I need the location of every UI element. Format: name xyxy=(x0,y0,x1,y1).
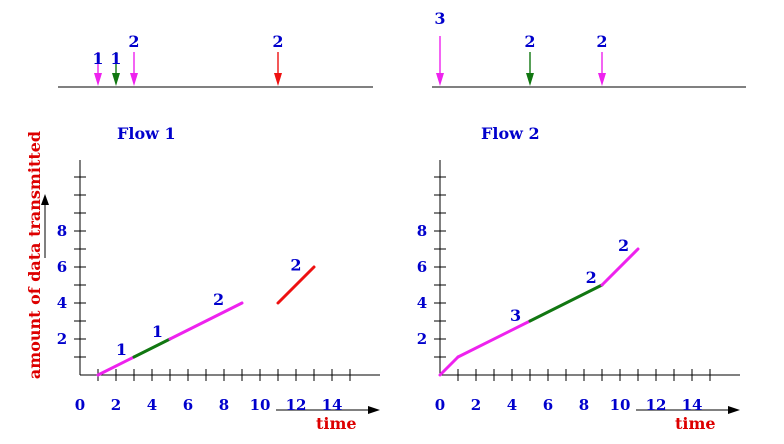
arrival-label-flow1-3: 2 xyxy=(272,32,283,51)
x-axis-time-arrowhead-flow1 xyxy=(368,406,380,414)
x-tick-label-flow2-4: 4 xyxy=(507,396,517,414)
y-axis-arrowhead xyxy=(41,194,49,205)
data-segment-flow1-3 xyxy=(276,265,316,305)
x-tick-label-flow2-10: 10 xyxy=(610,396,631,414)
arrival-label-flow2-2: 2 xyxy=(596,32,607,51)
arrival-label-flow1-1: 1 xyxy=(110,49,121,68)
segment-label-flow2-2: 2 xyxy=(586,268,597,287)
arrival-label-flow2-0: 3 xyxy=(434,9,445,28)
data-segment-flow1-2 xyxy=(168,301,244,341)
x-tick-label-flow1-10: 10 xyxy=(250,396,271,414)
data-segment-flow1-0 xyxy=(96,355,136,377)
y-tick-label-flow2-6: 6 xyxy=(417,258,427,276)
y-tick-label-flow1-8: 8 xyxy=(57,222,67,240)
y-tick-label-flow2-2: 2 xyxy=(417,330,427,348)
x-tick-label-flow2-14: 14 xyxy=(682,396,703,414)
segment-label-flow1-0: 1 xyxy=(116,340,127,359)
segment-label-flow2-3: 2 xyxy=(618,236,629,255)
x-axis-label-flow2: time xyxy=(675,414,716,433)
x-tick-label-flow1-4: 4 xyxy=(147,396,157,414)
segment-label-flow1-1: 1 xyxy=(152,322,163,341)
data-segment-flow1-1 xyxy=(132,337,172,359)
y-tick-label-flow1-6: 6 xyxy=(57,258,67,276)
y-axis-label: amount of data transmitted xyxy=(25,131,44,379)
x-axis-time-arrowhead-flow2 xyxy=(728,406,740,414)
arrival-arrowhead-flow1-3 xyxy=(274,73,282,86)
segment-label-flow1-2: 2 xyxy=(213,290,224,309)
segment-label-flow1-3: 2 xyxy=(290,256,301,275)
arrival-arrowhead-flow2-0 xyxy=(436,73,444,86)
panel-title-flow2: Flow 2 xyxy=(481,124,540,143)
x-tick-label-flow1-8: 8 xyxy=(219,396,229,414)
data-segment-flow2-1 xyxy=(456,319,532,359)
x-tick-label-flow2-8: 8 xyxy=(579,396,589,414)
arrival-label-flow1-0: 1 xyxy=(92,49,103,68)
x-tick-label-flow2-2: 2 xyxy=(471,396,481,414)
x-tick-label-flow2-6: 6 xyxy=(543,396,553,414)
x-axis-label-flow1: time xyxy=(316,414,357,433)
x-tick-label-flow2-12: 12 xyxy=(646,396,667,414)
x-tick-label-flow1-0: 0 xyxy=(75,396,85,414)
x-tick-label-flow1-6: 6 xyxy=(183,396,193,414)
x-tick-label-flow1-12: 12 xyxy=(286,396,307,414)
arrival-arrowhead-flow1-2 xyxy=(130,73,138,86)
panel-title-flow1: Flow 1 xyxy=(117,124,176,143)
x-tick-label-flow1-14: 14 xyxy=(322,396,343,414)
segment-label-flow2-1: 3 xyxy=(510,306,521,325)
arrival-arrowhead-flow2-1 xyxy=(526,73,534,86)
y-tick-label-flow2-4: 4 xyxy=(417,294,427,312)
arrival-arrowhead-flow1-0 xyxy=(94,73,102,86)
data-segment-flow2-2 xyxy=(528,283,604,323)
x-tick-label-flow2-0: 0 xyxy=(435,396,445,414)
y-tick-label-flow2-8: 8 xyxy=(417,222,427,240)
arrival-label-flow2-1: 2 xyxy=(524,32,535,51)
arrival-arrowhead-flow2-2 xyxy=(598,73,606,86)
x-tick-label-flow1-2: 2 xyxy=(111,396,121,414)
y-tick-label-flow1-4: 4 xyxy=(57,294,67,312)
arrival-arrowhead-flow1-1 xyxy=(112,73,120,86)
data-segment-flow2-3 xyxy=(600,247,640,287)
data-segment-flow2-0 xyxy=(438,355,460,377)
arrival-label-flow1-2: 2 xyxy=(128,32,139,51)
y-tick-label-flow1-2: 2 xyxy=(57,330,67,348)
